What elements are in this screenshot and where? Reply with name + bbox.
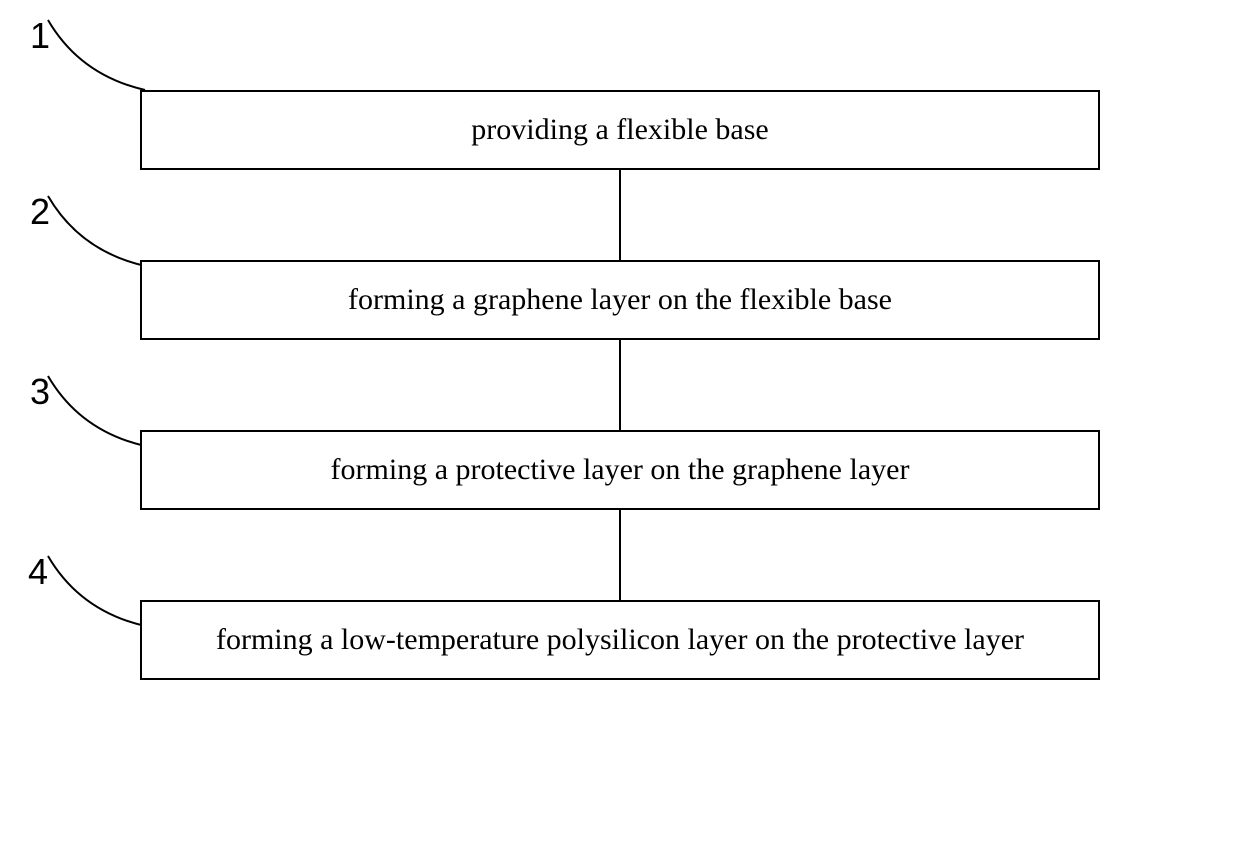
flowchart-step: 4 forming a low-temperature polysilicon … (0, 595, 1240, 685)
step-box: forming a low-temperature polysilicon la… (140, 600, 1100, 680)
step-box: providing a flexible base (140, 90, 1100, 170)
step-box: forming a protective layer on the graphe… (140, 430, 1100, 510)
connector-line (619, 510, 621, 600)
step-label: providing a flexible base (471, 113, 768, 147)
step-label: forming a low-temperature polysilicon la… (216, 623, 1024, 657)
step-box: forming a graphene layer on the flexible… (140, 260, 1100, 340)
step-label: forming a protective layer on the graphe… (331, 453, 910, 487)
step-label: forming a graphene layer on the flexible… (348, 283, 892, 317)
flowchart-diagram: 1 providing a flexible base 2 forming a … (0, 55, 1240, 685)
